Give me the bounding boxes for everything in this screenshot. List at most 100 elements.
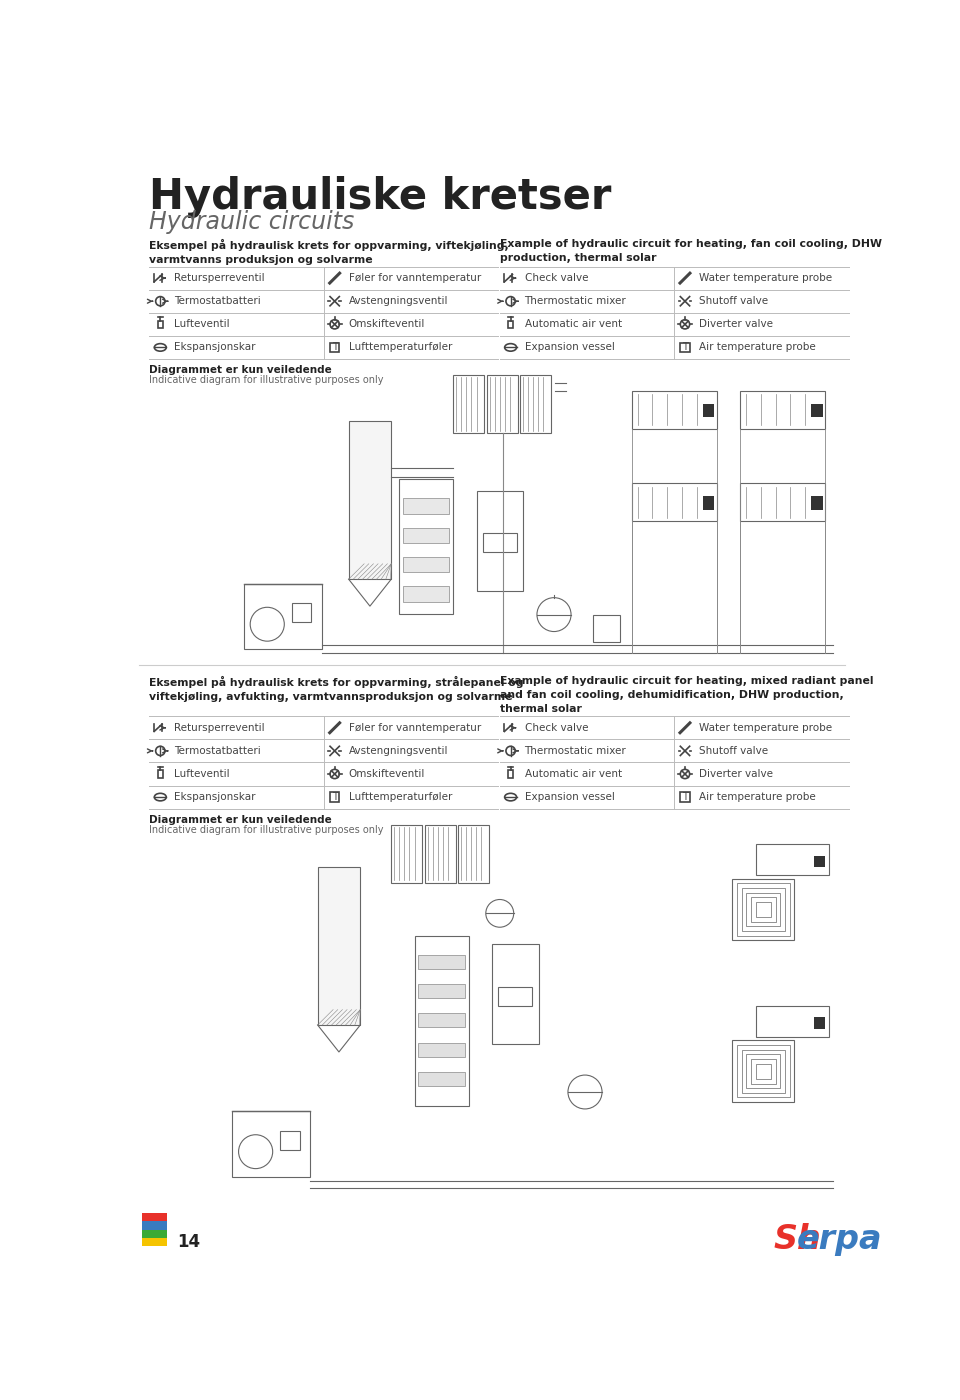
Text: Diagrammet er kun veiledende: Diagrammet er kun veiledende <box>150 815 332 825</box>
Text: Air temperature probe: Air temperature probe <box>699 792 816 802</box>
Bar <box>751 897 776 921</box>
Text: Termostatbatteri: Termostatbatteri <box>175 297 261 307</box>
Text: Diverter valve: Diverter valve <box>699 769 773 778</box>
Text: Lufteventil: Lufteventil <box>175 769 229 778</box>
Bar <box>632 483 717 521</box>
Bar <box>741 888 785 931</box>
Bar <box>232 1112 310 1176</box>
Text: Example of hydraulic circuit for heating, fan coil cooling, DHW
production, ther: Example of hydraulic circuit for heating… <box>500 239 881 263</box>
Text: Water temperature probe: Water temperature probe <box>699 722 832 732</box>
Bar <box>703 403 714 417</box>
Text: Diagrammet er kun veiledende: Diagrammet er kun veiledende <box>150 365 332 375</box>
Bar <box>703 496 714 510</box>
Bar <box>419 984 465 998</box>
Bar <box>244 584 322 650</box>
Bar <box>751 1058 776 1084</box>
Bar <box>348 421 392 580</box>
Bar <box>403 587 449 602</box>
Text: Thermostatic mixer: Thermostatic mixer <box>524 297 626 307</box>
Bar <box>814 855 826 867</box>
Bar <box>419 955 465 969</box>
Bar <box>415 937 468 1106</box>
Bar <box>399 479 453 613</box>
Bar <box>158 770 162 777</box>
Bar <box>508 321 513 328</box>
Text: Avstengningsventil: Avstengningsventil <box>348 746 448 756</box>
Text: erpa: erpa <box>797 1224 882 1256</box>
Text: Hydraulic circuits: Hydraulic circuits <box>150 210 354 234</box>
Text: Expansion vessel: Expansion vessel <box>524 792 614 802</box>
Text: Check valve: Check valve <box>524 722 588 732</box>
Bar <box>740 391 826 428</box>
Text: Automatic air vent: Automatic air vent <box>524 769 622 778</box>
Bar <box>811 496 823 510</box>
Bar <box>392 825 422 882</box>
Bar <box>732 879 794 941</box>
Text: Water temperature probe: Water temperature probe <box>699 273 832 283</box>
Text: Lufttemperaturføler: Lufttemperaturføler <box>348 792 452 802</box>
Text: Lufttemperaturføler: Lufttemperaturføler <box>348 343 452 353</box>
Bar <box>756 902 771 917</box>
Text: T: T <box>332 792 338 802</box>
Bar <box>508 770 513 777</box>
Bar <box>737 1044 789 1098</box>
Bar <box>403 557 449 573</box>
Text: Check valve: Check valve <box>524 273 588 283</box>
Text: Hydrauliske kretser: Hydrauliske kretser <box>150 176 612 218</box>
Bar <box>740 483 826 521</box>
Bar <box>142 1229 167 1239</box>
Text: Indicative diagram for illustrative purposes only: Indicative diagram for illustrative purp… <box>150 825 384 834</box>
Bar <box>280 1131 300 1149</box>
Text: Air temperature probe: Air temperature probe <box>699 343 816 353</box>
Bar <box>330 792 339 802</box>
Bar <box>492 944 539 1044</box>
Text: Ekspansjonskar: Ekspansjonskar <box>175 792 255 802</box>
Bar <box>814 1018 826 1029</box>
Bar <box>498 987 532 1005</box>
Bar <box>419 1072 465 1086</box>
Bar <box>756 1005 829 1036</box>
Text: Shutoff valve: Shutoff valve <box>699 297 768 307</box>
Bar <box>732 1040 794 1102</box>
Bar <box>520 375 551 433</box>
Bar <box>458 825 489 882</box>
Text: T: T <box>682 792 688 802</box>
Text: Thermostatic mixer: Thermostatic mixer <box>524 746 626 756</box>
Text: 14: 14 <box>178 1233 201 1252</box>
Text: Example of hydraulic circuit for heating, mixed radiant panel
and fan coil cooli: Example of hydraulic circuit for heating… <box>500 676 874 714</box>
Bar <box>158 321 162 328</box>
Bar <box>746 1054 780 1088</box>
Bar <box>403 528 449 543</box>
Text: Omskifteventil: Omskifteventil <box>348 319 425 329</box>
Bar <box>142 1239 167 1247</box>
Bar <box>453 375 484 433</box>
Bar <box>746 893 780 927</box>
Text: Diverter valve: Diverter valve <box>699 319 773 329</box>
Bar <box>292 603 311 622</box>
Text: Omskifteventil: Omskifteventil <box>348 769 425 778</box>
Text: Retursperreventil: Retursperreventil <box>175 273 265 283</box>
Text: Føler for vanntemperatur: Føler for vanntemperatur <box>348 273 481 283</box>
Text: T: T <box>682 343 688 353</box>
Bar <box>487 375 517 433</box>
Bar <box>142 1221 167 1229</box>
Bar <box>330 343 339 351</box>
Bar <box>142 1212 167 1221</box>
Bar <box>741 1050 785 1093</box>
Text: Lufteventil: Lufteventil <box>175 319 229 329</box>
Text: Termostatbatteri: Termostatbatteri <box>175 746 261 756</box>
Text: Retursperreventil: Retursperreventil <box>175 722 265 732</box>
Bar <box>681 792 689 802</box>
Text: Føler for vanntemperatur: Føler for vanntemperatur <box>348 722 481 732</box>
Bar <box>756 844 829 875</box>
Text: Eksempel på hydraulisk krets for oppvarming, strålepanel og
viftekjøling, avfukt: Eksempel på hydraulisk krets for oppvarm… <box>150 676 524 703</box>
Bar <box>681 343 689 351</box>
Bar <box>737 883 789 935</box>
Bar <box>483 533 516 552</box>
Bar <box>756 1064 771 1079</box>
Bar <box>403 498 449 514</box>
Bar <box>632 391 717 428</box>
Bar <box>476 490 523 591</box>
Bar <box>811 403 823 417</box>
Text: Avstengningsventil: Avstengningsventil <box>348 297 448 307</box>
